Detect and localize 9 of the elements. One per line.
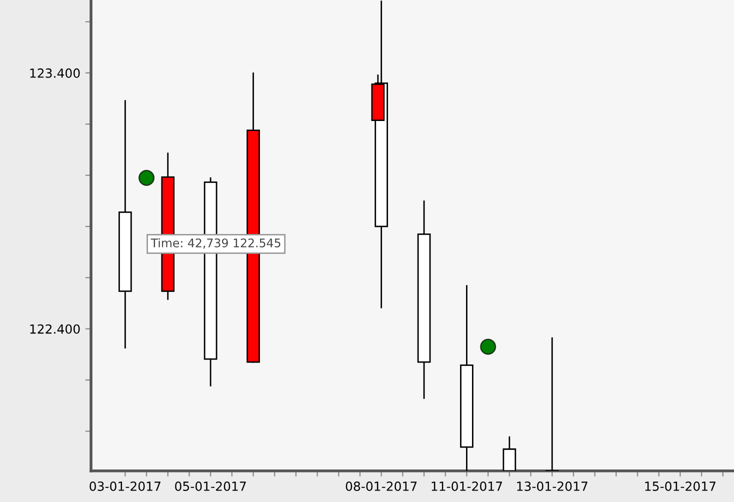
x-tick-label: 05-01-2017 (175, 482, 246, 491)
annotation: Time: 42,739 122.545 (150, 238, 280, 249)
y-tick-label: 122.400 (30, 324, 80, 334)
x-tick-label: 08-01-2017 (346, 482, 417, 491)
y-tick-label: 123.400 (30, 68, 80, 78)
x-tick-label: 03-01-2017 (90, 482, 160, 491)
x-tick-label: 11-01-2017 (432, 482, 502, 491)
x-tick-label: 15-01-2017 (645, 482, 716, 491)
x-tick-label: 13-01-2017 (517, 482, 588, 491)
